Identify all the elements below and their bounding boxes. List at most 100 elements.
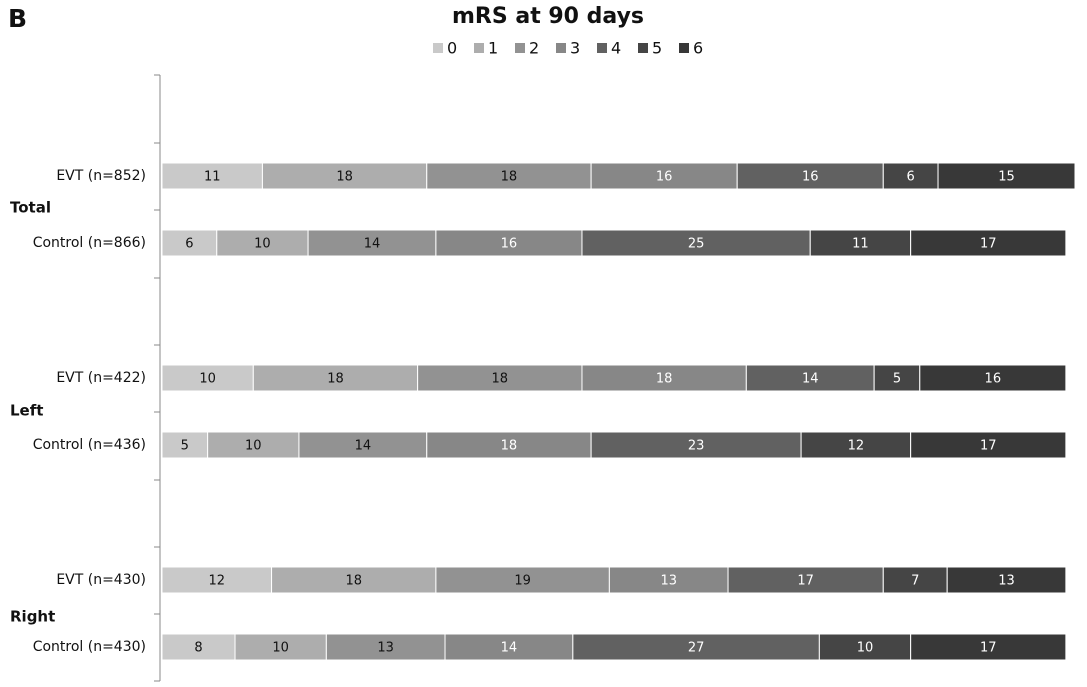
bar-segment bbox=[161, 364, 254, 392]
value-label: 23 bbox=[688, 439, 705, 454]
legend-swatch bbox=[433, 43, 443, 53]
value-label: 10 bbox=[199, 372, 216, 387]
value-label: 12 bbox=[848, 439, 865, 454]
value-label: 17 bbox=[980, 641, 997, 656]
bar-segment bbox=[444, 633, 574, 661]
panel-label: B bbox=[8, 4, 27, 33]
bar-segment bbox=[307, 229, 437, 257]
legend-swatch bbox=[474, 43, 484, 53]
legend-swatch bbox=[556, 43, 566, 53]
y-tick-label: Control (n=430) bbox=[33, 639, 146, 655]
value-label: 16 bbox=[656, 170, 673, 185]
legend-label: 4 bbox=[611, 39, 621, 58]
bar-segment bbox=[910, 633, 1067, 661]
y-tick-label: EVT (n=430) bbox=[56, 572, 146, 588]
legend-label: 1 bbox=[488, 39, 498, 58]
bar-segment bbox=[252, 364, 419, 392]
bar-segment bbox=[207, 431, 300, 459]
value-label: 11 bbox=[852, 237, 869, 252]
bar-segment bbox=[161, 633, 236, 661]
legend-swatch bbox=[597, 43, 607, 53]
value-label: 25 bbox=[688, 237, 705, 252]
value-label: 18 bbox=[327, 372, 344, 387]
value-label: 15 bbox=[998, 170, 1015, 185]
legend-swatch bbox=[679, 43, 689, 53]
bar-segment bbox=[161, 566, 273, 594]
bar-segment bbox=[426, 431, 592, 459]
value-label: 5 bbox=[893, 372, 901, 387]
bar-segment bbox=[298, 431, 428, 459]
bar-segment bbox=[800, 431, 912, 459]
bar-segment bbox=[161, 162, 263, 190]
value-label: 18 bbox=[492, 372, 509, 387]
value-label: 13 bbox=[377, 641, 394, 656]
y-tick-label: EVT (n=852) bbox=[56, 168, 146, 184]
bar-segment bbox=[572, 633, 820, 661]
bar-segment bbox=[261, 162, 428, 190]
y-tick-label: Control (n=866) bbox=[33, 235, 146, 251]
bar-segment bbox=[608, 566, 729, 594]
bar-segment bbox=[736, 162, 884, 190]
value-label: 8 bbox=[194, 641, 202, 656]
bar-segment bbox=[745, 364, 875, 392]
value-label: 17 bbox=[980, 237, 997, 252]
value-label: 14 bbox=[802, 372, 819, 387]
bar-segment bbox=[873, 364, 921, 392]
bar-segment bbox=[910, 229, 1067, 257]
bar-segment bbox=[590, 431, 802, 459]
chart-title: mRS at 90 days bbox=[452, 4, 644, 29]
bar-segment bbox=[216, 229, 309, 257]
value-label: 10 bbox=[254, 237, 271, 252]
bar-segment bbox=[882, 566, 948, 594]
legend-label: 5 bbox=[652, 39, 662, 58]
value-label: 13 bbox=[998, 574, 1015, 589]
bar-segment bbox=[937, 162, 1076, 190]
legend-label: 6 bbox=[693, 39, 703, 58]
value-label: 10 bbox=[857, 641, 874, 656]
value-label: 17 bbox=[980, 439, 997, 454]
value-label: 10 bbox=[245, 439, 262, 454]
value-label: 14 bbox=[355, 439, 372, 454]
y-tick-label: EVT (n=422) bbox=[56, 370, 146, 386]
bar-segment bbox=[234, 633, 327, 661]
value-label: 19 bbox=[514, 574, 531, 589]
bar-segment bbox=[581, 229, 811, 257]
value-label: 10 bbox=[272, 641, 289, 656]
value-label: 14 bbox=[501, 641, 518, 656]
bar-segment bbox=[590, 162, 738, 190]
value-label: 18 bbox=[345, 574, 362, 589]
y-tick-label: Control (n=436) bbox=[33, 437, 146, 453]
bar-segment bbox=[727, 566, 884, 594]
value-label: 18 bbox=[501, 170, 518, 185]
bar-segment bbox=[919, 364, 1067, 392]
value-label: 27 bbox=[688, 641, 705, 656]
bar-segment bbox=[910, 431, 1067, 459]
bar-segment bbox=[581, 364, 747, 392]
legend-swatch bbox=[638, 43, 648, 53]
group-label: Total bbox=[10, 199, 51, 217]
value-label: 5 bbox=[181, 439, 189, 454]
bar-segment bbox=[946, 566, 1067, 594]
bar-segment bbox=[271, 566, 437, 594]
legend-label: 0 bbox=[447, 39, 457, 58]
bar-segment bbox=[435, 229, 583, 257]
value-label: 17 bbox=[797, 574, 814, 589]
bar-segment bbox=[417, 364, 583, 392]
bar-segment bbox=[161, 431, 209, 459]
legend-swatch bbox=[515, 43, 525, 53]
bar-segment bbox=[882, 162, 939, 190]
bar-segment bbox=[809, 229, 912, 257]
value-label: 6 bbox=[907, 170, 915, 185]
value-label: 18 bbox=[501, 439, 518, 454]
value-label: 7 bbox=[911, 574, 919, 589]
value-label: 16 bbox=[802, 170, 819, 185]
group-label: Left bbox=[10, 402, 43, 420]
value-label: 6 bbox=[185, 237, 193, 252]
value-label: 18 bbox=[336, 170, 353, 185]
value-label: 16 bbox=[501, 237, 518, 252]
legend-label: 3 bbox=[570, 39, 580, 58]
value-label: 11 bbox=[204, 170, 221, 185]
legend-label: 2 bbox=[529, 39, 539, 58]
bar-segment bbox=[435, 566, 610, 594]
